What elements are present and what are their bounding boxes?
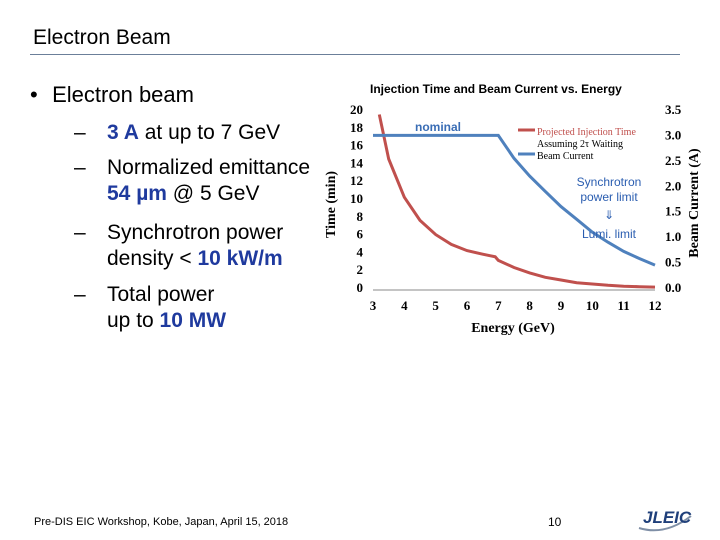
legend-label-time: Projected Injection Time — [537, 127, 636, 138]
annotation-nominal: nominal — [415, 120, 461, 134]
y-tick-label: 12 — [350, 173, 363, 188]
total-power-value: 10 MW — [159, 309, 227, 332]
synchrotron-text: density < — [107, 247, 198, 270]
footer-text: Pre-DIS EIC Workshop, Kobe, Japan, April… — [34, 516, 289, 528]
y2-tick-label: 1.0 — [665, 229, 681, 244]
sub-bullet-emittance: – Normalized emittance 54 µm @ 5 GeV — [74, 155, 310, 207]
x-tick-label: 4 — [401, 298, 408, 313]
beam-current-value: 3 A — [107, 121, 139, 144]
y-axis-ticks: 0 2 4 6 8 10 12 14 16 18 20 — [350, 102, 364, 295]
y-tick-label: 6 — [357, 227, 364, 242]
emittance-energy: @ 5 GeV — [166, 182, 260, 205]
annotation-sync-1: Synchrotron — [577, 175, 642, 189]
y2-tick-label: 2.0 — [665, 178, 681, 193]
x-tick-label: 6 — [464, 298, 471, 313]
sub-bullet-current: – 3 A at up to 7 GeV — [74, 120, 280, 146]
y-tick-label: 0 — [357, 280, 364, 295]
y-tick-label: 10 — [350, 191, 363, 206]
y2-axis-ticks: 0.0 0.5 1.0 1.5 2.0 2.5 3.0 3.5 — [665, 102, 682, 295]
y2-tick-label: 0.5 — [665, 255, 682, 270]
sub-bullet-synchrotron: – Synchrotron power density < 10 kW/m — [74, 220, 283, 272]
y-axis-label: Time (min) — [325, 171, 339, 238]
x-tick-label: 11 — [618, 298, 630, 313]
x-axis-label: Energy (GeV) — [471, 321, 555, 336]
x-tick-label: 8 — [526, 298, 533, 313]
y2-axis-label: Beam Current (A) — [687, 148, 702, 258]
synchrotron-label: Synchrotron power — [107, 221, 284, 244]
jleic-logo: JLEIC — [638, 508, 692, 532]
beam-current-text: at up to 7 GeV — [138, 121, 281, 144]
y-tick-label: 20 — [350, 102, 363, 117]
x-tick-label: 5 — [432, 298, 439, 313]
title-divider — [30, 54, 680, 55]
legend-label-time-2: Assuming 2τ Waiting — [537, 139, 623, 150]
x-tick-label: 10 — [586, 298, 599, 313]
emittance-label: Normalized emittance — [107, 156, 311, 179]
annotation-sync-2: power limit — [580, 190, 638, 204]
bullet-dot-icon: • — [30, 82, 38, 107]
x-axis-ticks: 3 4 5 6 7 8 9 10 11 12 — [370, 298, 662, 313]
y-tick-label: 16 — [350, 138, 364, 153]
x-tick-label: 7 — [495, 298, 502, 313]
y-tick-label: 8 — [357, 209, 364, 224]
series-beam-current-line — [373, 133, 656, 267]
dash-icon: – — [74, 221, 86, 244]
slide-title: Electron Beam — [33, 26, 171, 49]
legend: Projected Injection Time Assuming 2τ Wai… — [518, 127, 636, 162]
page-number: 10 — [548, 515, 562, 529]
y-tick-label: 18 — [350, 120, 364, 135]
bullet-main-text: Electron beam — [52, 82, 194, 107]
y-tick-label: 2 — [357, 262, 364, 277]
emittance-value: 54 µm — [107, 182, 167, 205]
y2-tick-label: 2.5 — [665, 153, 682, 168]
chart-title: Injection Time and Beam Current vs. Ener… — [370, 82, 622, 96]
y-tick-label: 14 — [350, 155, 364, 170]
total-power-text: up to — [107, 309, 160, 332]
total-power-label: Total power — [107, 283, 215, 306]
sub-bullet-total-power: – Total power up to 10 MW — [74, 282, 226, 334]
x-tick-label: 12 — [649, 298, 662, 313]
dash-icon: – — [74, 283, 86, 306]
down-arrow-icon: ⇓ — [604, 208, 614, 222]
series-injection-time-line — [377, 114, 656, 289]
x-tick-label: 9 — [558, 298, 565, 313]
y-tick-label: 4 — [357, 244, 364, 259]
bullet-main: • Electron beam — [30, 82, 194, 108]
y2-tick-label: 0.0 — [665, 280, 681, 295]
y2-tick-label: 3.0 — [665, 127, 681, 142]
synchrotron-value: 10 kW/m — [197, 247, 283, 270]
y2-tick-label: 1.5 — [665, 204, 682, 219]
dash-icon: – — [74, 156, 86, 179]
x-tick-label: 3 — [370, 298, 377, 313]
logo-text: JLEIC — [643, 508, 692, 527]
y2-tick-label: 3.5 — [665, 102, 682, 117]
energy-chart: Injection Time and Beam Current vs. Ener… — [325, 82, 702, 336]
annotation-lumi: Lumi. limit — [582, 227, 637, 241]
dash-icon: – — [74, 121, 86, 144]
legend-label-current: Beam Current — [537, 151, 594, 162]
